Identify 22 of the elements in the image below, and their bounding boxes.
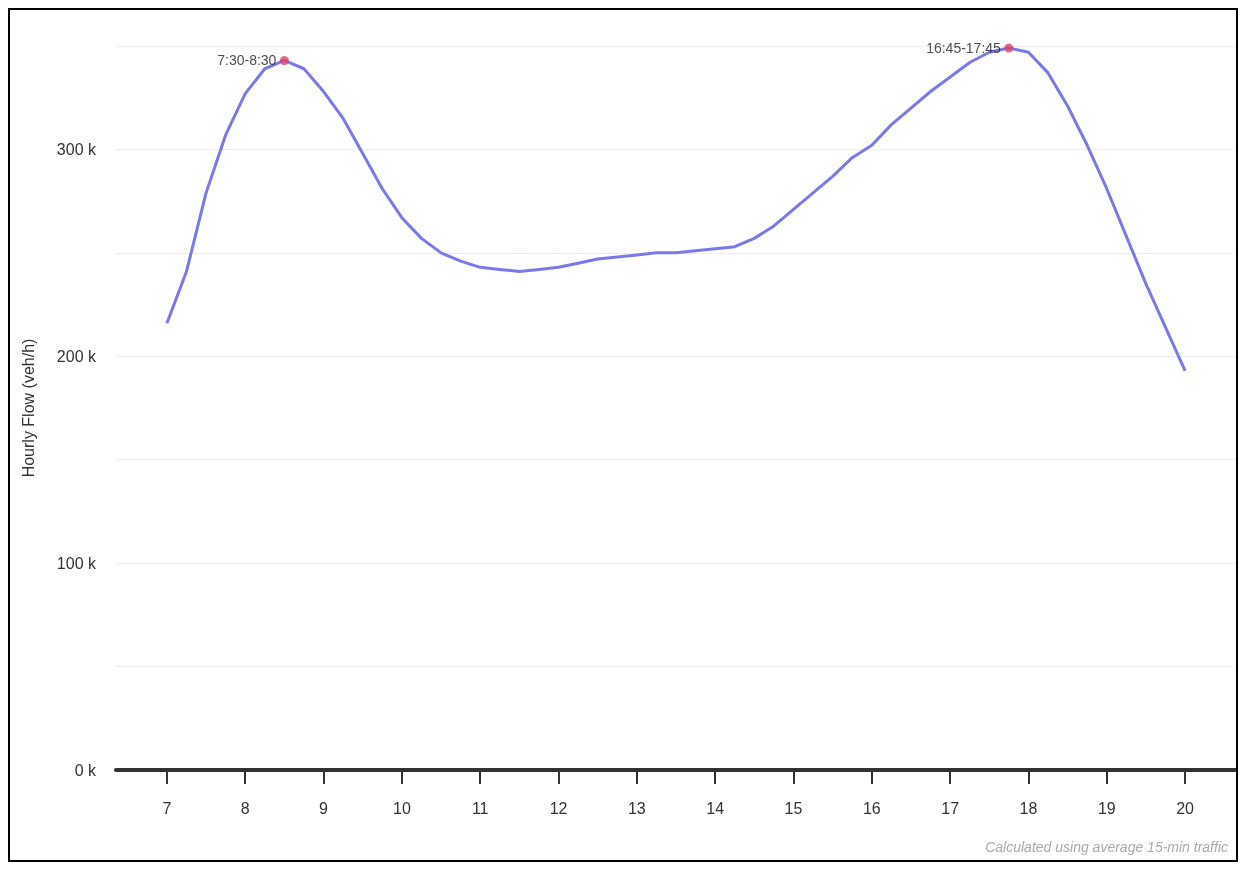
x-tick-label: 8 bbox=[240, 799, 250, 817]
x-tick-label: 13 bbox=[627, 799, 646, 817]
y-tick-label: 200 k bbox=[56, 347, 97, 365]
x-tick-label: 20 bbox=[1176, 799, 1195, 817]
x-tick-label: 9 bbox=[319, 799, 329, 817]
x-tick-label: 12 bbox=[549, 799, 568, 817]
x-tick-label: 14 bbox=[706, 799, 725, 817]
x-tick-label: 18 bbox=[1019, 799, 1038, 817]
y-tick-label: 0 k bbox=[74, 761, 97, 779]
y-axis-title: Hourly Flow (veh/h) bbox=[19, 338, 37, 478]
x-tick-label: 11 bbox=[471, 799, 489, 817]
text: Calculated using average 15-min traffic bbox=[985, 839, 1228, 855]
x-tick-label: 7 bbox=[162, 799, 172, 817]
x-tick-label: 16 bbox=[862, 799, 881, 817]
annotation: 7:30-8:30 bbox=[217, 52, 277, 69]
x-tick-label: 17 bbox=[941, 799, 960, 817]
y-tick-label: 100 k bbox=[56, 554, 97, 572]
annotation: 16:45-17:45 bbox=[926, 40, 1002, 57]
y-tick-label: 300 k bbox=[56, 140, 97, 158]
x-tick-label: 15 bbox=[784, 799, 803, 817]
x-tick-label: 19 bbox=[1097, 799, 1116, 817]
x-tick-label: 10 bbox=[392, 799, 411, 817]
